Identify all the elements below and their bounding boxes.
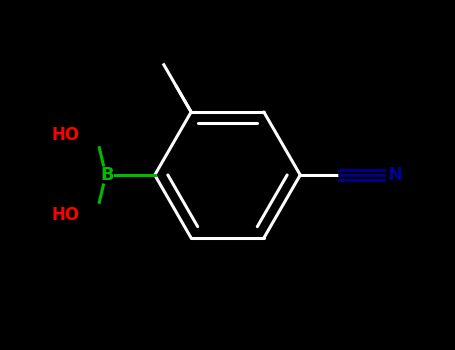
Text: B: B — [100, 166, 114, 184]
Text: HO: HO — [52, 205, 80, 224]
Text: N: N — [387, 166, 402, 184]
Text: HO: HO — [52, 126, 80, 145]
